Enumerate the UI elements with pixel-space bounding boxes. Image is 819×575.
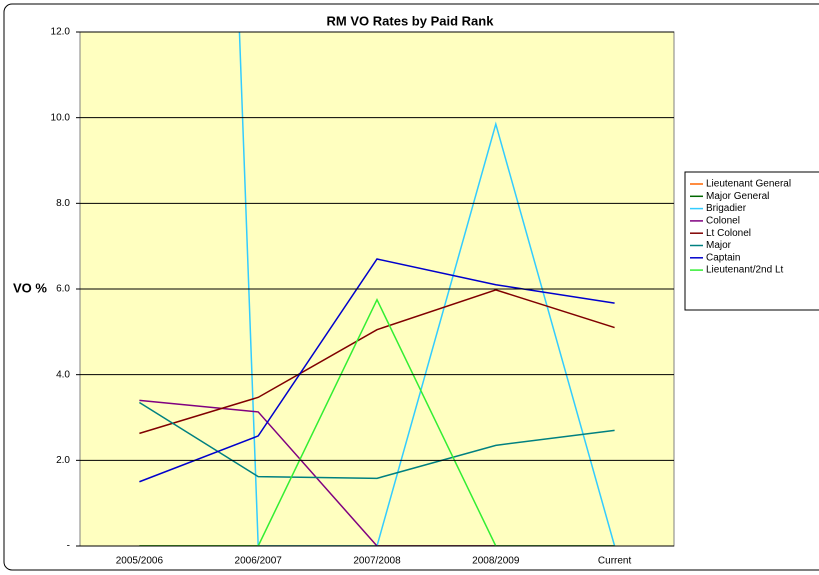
legend-box (684, 171, 819, 311)
chart-title: RM VO Rates by Paid Rank (327, 13, 495, 28)
y-tick-label: 12.0 (51, 27, 71, 38)
legend-label: Major (706, 240, 732, 251)
series-line (139, 399, 615, 546)
y-tick-label: - (67, 541, 70, 552)
y-axis-label: VO % (13, 280, 47, 295)
legend-label: Lt Colonel (706, 228, 751, 239)
x-tick-label: 2006/2007 (235, 556, 283, 567)
legend-label: Brigadier (706, 203, 747, 214)
y-tick-label: 10.0 (51, 112, 71, 123)
legend-label: Lieutenant General (706, 179, 791, 190)
series-line (139, 289, 615, 435)
series-line (139, 297, 615, 546)
y-tick-label: 8.0 (56, 198, 70, 209)
x-tick-label: Current (598, 556, 632, 567)
y-tick-label: 2.0 (56, 455, 70, 466)
y-tick-label: 6.0 (56, 284, 70, 295)
legend-label: Colonel (706, 216, 740, 227)
x-tick-label: 2005/2006 (116, 556, 164, 567)
series-line (238, 32, 616, 546)
legend-label: Lieutenant/2nd Lt (706, 265, 784, 276)
legend-label: Major General (706, 191, 769, 202)
legend-label: Captain (706, 252, 740, 263)
x-tick-label: 2007/2008 (353, 556, 401, 567)
y-tick-label: 4.0 (56, 369, 70, 380)
series-line (139, 258, 615, 483)
x-tick-label: 2008/2009 (472, 556, 520, 567)
plot-lines (139, 32, 616, 546)
